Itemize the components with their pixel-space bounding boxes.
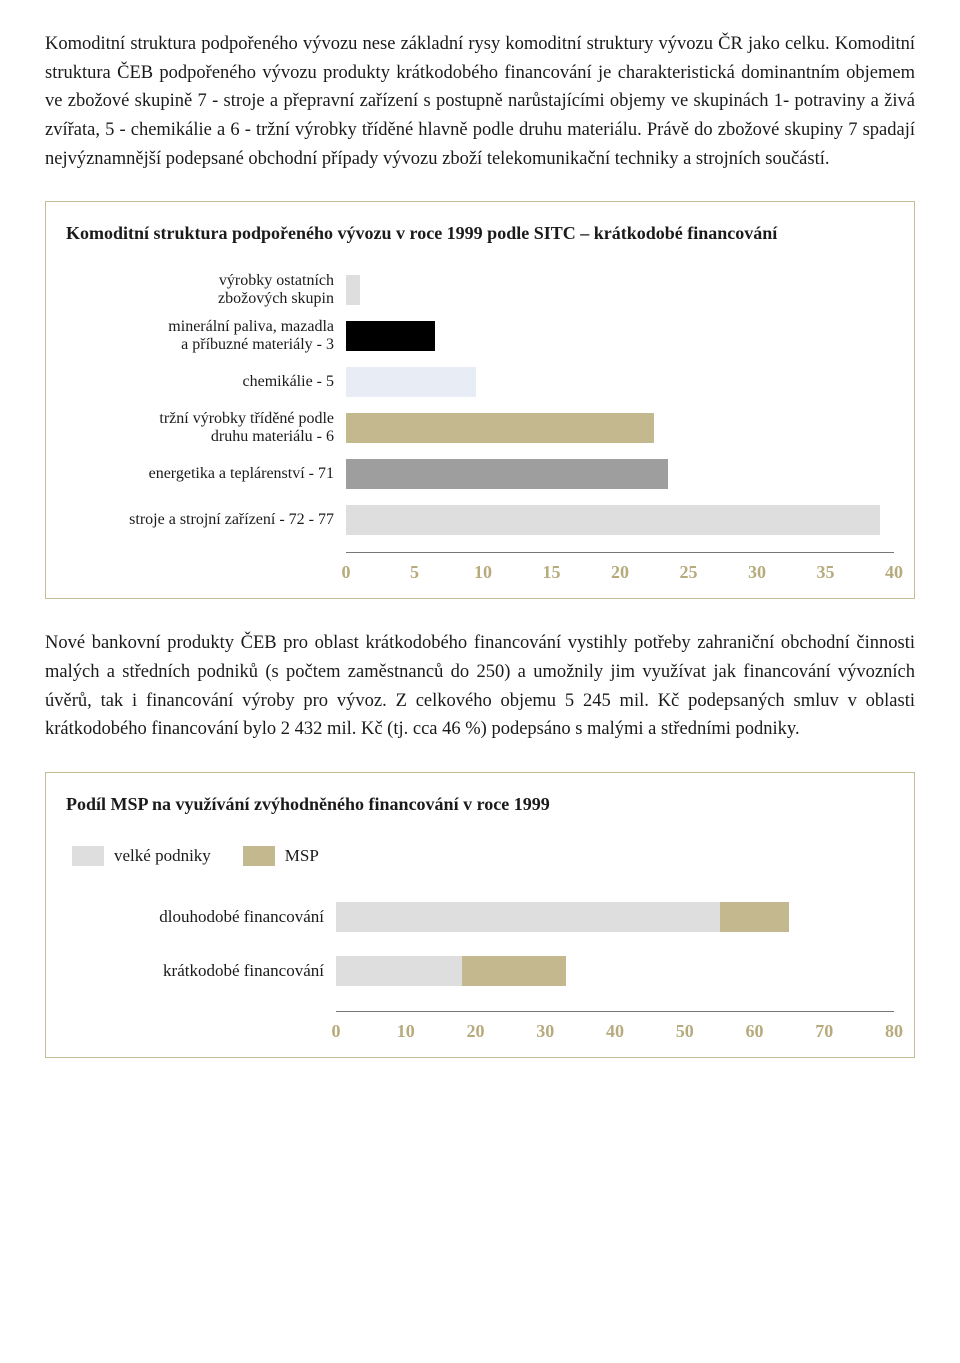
bar <box>346 321 435 351</box>
legend-item: MSP <box>243 843 319 869</box>
bar-area <box>346 321 894 351</box>
bar-label: minerální paliva, mazadlaa příbuzné mate… <box>66 318 346 355</box>
axis-tick: 25 <box>680 559 698 587</box>
bar-area <box>346 367 894 397</box>
bar <box>346 275 360 305</box>
bar-label: energetika a teplárenství - 71 <box>66 465 346 483</box>
stacked-bar-area <box>336 956 894 986</box>
bar-area <box>346 505 894 535</box>
bar-row: stroje a strojní zařízení - 72 - 77 <box>66 502 894 538</box>
legend-label: MSP <box>285 843 319 869</box>
bar <box>346 413 654 443</box>
bar <box>346 505 880 535</box>
bar-label: stroje a strojní zařízení - 72 - 77 <box>66 511 346 529</box>
axis-tick: 50 <box>676 1018 694 1046</box>
bar-area <box>346 275 894 305</box>
stacked-row: krátkodobé financování <box>66 953 894 989</box>
bar-row: minerální paliva, mazadlaa příbuzné mate… <box>66 318 894 354</box>
chart2-legend: velké podniky MSP <box>72 843 894 869</box>
bar-row: výrobky ostatníchzbožových skupin <box>66 272 894 308</box>
paragraph-2: Nové bankovní produkty ČEB pro oblast kr… <box>45 629 915 744</box>
axis-tick: 20 <box>467 1018 485 1046</box>
stacked-segment <box>462 956 567 986</box>
stacked-bar-area <box>336 902 894 932</box>
axis-scale: 01020304050607080 <box>336 1011 894 1035</box>
bar <box>346 459 668 489</box>
bar <box>346 367 476 397</box>
axis-tick: 5 <box>410 559 419 587</box>
axis-tick: 10 <box>474 559 492 587</box>
axis-tick: 30 <box>536 1018 554 1046</box>
chart-msp-share: Podíl MSP na využívání zvýhodněného fina… <box>45 772 915 1058</box>
chart1-bars: výrobky ostatníchzbožových skupin minerál… <box>66 272 894 578</box>
axis-tick: 70 <box>815 1018 833 1046</box>
legend-swatch <box>243 846 275 866</box>
bar-row: chemikálie - 5 <box>66 364 894 400</box>
bar-label: výrobky ostatníchzbožových skupin <box>66 272 346 309</box>
axis-tick: 0 <box>332 1018 341 1046</box>
axis-tick: 30 <box>748 559 766 587</box>
bar-label: tržní výrobky tříděné podledruhu materiá… <box>66 410 346 447</box>
axis-tick: 15 <box>543 559 561 587</box>
axis-tick: 40 <box>885 559 903 587</box>
axis-tick: 35 <box>817 559 835 587</box>
stacked-label: dlouhodobé financování <box>66 904 336 930</box>
chart-sitc-structure: Komoditní struktura podpořeného vývozu v… <box>45 201 915 599</box>
bar-row: tržní výrobky tříděné podledruhu materiá… <box>66 410 894 446</box>
bar-row: energetika a teplárenství - 71 <box>66 456 894 492</box>
axis-row: 0510152025303540 <box>66 552 894 578</box>
legend-swatch <box>72 846 104 866</box>
axis-tick: 40 <box>606 1018 624 1046</box>
axis-tick: 60 <box>746 1018 764 1046</box>
bar-area <box>346 459 894 489</box>
stacked-segment <box>720 902 790 932</box>
chart2-bars: dlouhodobé financování krátkodobé financo… <box>66 899 894 1037</box>
axis-scale: 0510152025303540 <box>346 552 894 576</box>
chart1-title: Komoditní struktura podpořeného vývozu v… <box>66 220 894 248</box>
stacked-row: dlouhodobé financování <box>66 899 894 935</box>
legend-item: velké podniky <box>72 843 211 869</box>
axis-tick: 10 <box>397 1018 415 1046</box>
stacked-label: krátkodobé financování <box>66 958 336 984</box>
axis-row: 01020304050607080 <box>66 1011 894 1037</box>
axis-tick: 0 <box>342 559 351 587</box>
axis-tick: 80 <box>885 1018 903 1046</box>
stacked-segment <box>336 902 720 932</box>
legend-label: velké podniky <box>114 843 211 869</box>
axis-tick: 20 <box>611 559 629 587</box>
bar-label: chemikálie - 5 <box>66 373 346 391</box>
chart2-title: Podíl MSP na využívání zvýhodněného fina… <box>66 791 894 819</box>
paragraph-1: Komoditní struktura podpořeného vývozu n… <box>45 30 915 173</box>
bar-area <box>346 413 894 443</box>
stacked-segment <box>336 956 462 986</box>
